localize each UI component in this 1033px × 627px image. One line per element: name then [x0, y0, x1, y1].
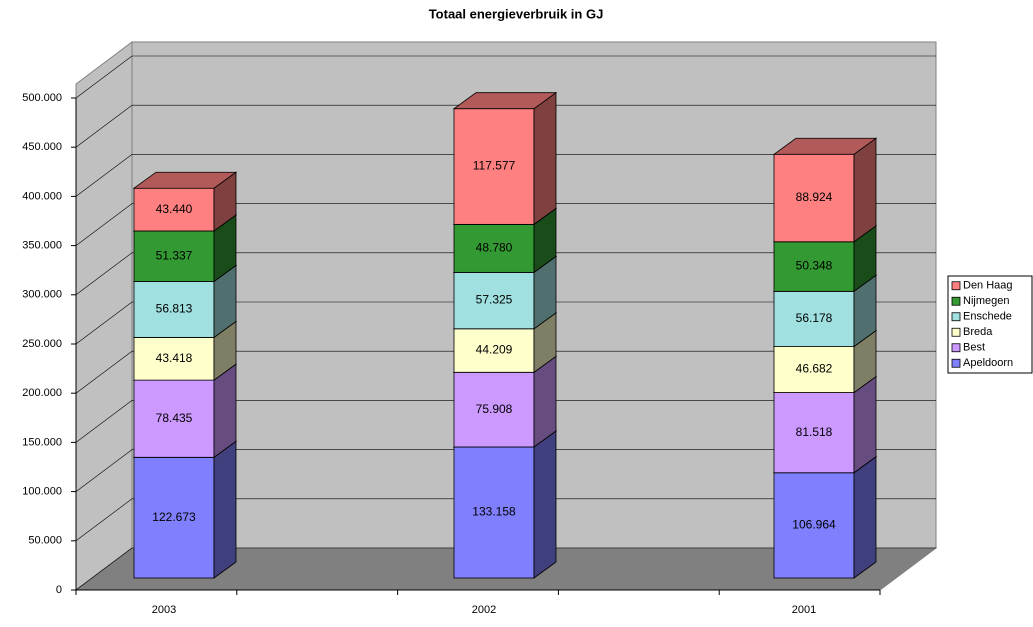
value-label: 122.673: [152, 510, 196, 524]
grid-line: [75, 252, 133, 296]
y-tick-label: 350.000: [22, 240, 62, 252]
value-label: 43.418: [156, 351, 193, 365]
legend-swatch: [951, 296, 961, 306]
x-tick-label: 2001: [792, 604, 816, 616]
grid-line: [75, 154, 133, 197]
value-label: 56.178: [796, 311, 833, 325]
bar-segment: [133, 281, 215, 338]
value-label: 88.924: [796, 190, 833, 204]
legend-swatch: [951, 343, 961, 353]
bar-segment: [453, 108, 535, 225]
legend-swatch: [951, 312, 961, 322]
value-label: 57.325: [476, 293, 513, 307]
x-tick-label: 2002: [472, 604, 496, 616]
bar-segment: [453, 446, 535, 579]
value-label: 106.964: [792, 518, 836, 532]
bar-top: [132, 171, 238, 189]
y-tick-label: 50.000: [28, 535, 62, 547]
legend-label: Breda: [963, 326, 993, 338]
bar-segment: [133, 379, 215, 458]
grid-line: [75, 203, 133, 246]
y-tick-label: 0: [56, 584, 62, 596]
bar-top: [452, 92, 558, 110]
grid-line: [75, 498, 133, 542]
legend-swatch: [951, 281, 961, 291]
y-tick-label: 450.000: [22, 141, 62, 153]
value-label: 56.813: [156, 302, 193, 316]
grid-line: [75, 400, 133, 443]
grid-line: [75, 55, 133, 99]
legend-box: [947, 275, 1033, 374]
legend-label: Apeldoorn: [963, 357, 1013, 369]
bar-segment: [773, 290, 855, 347]
bar-side: [853, 455, 877, 579]
grid-line: [75, 104, 133, 148]
value-label: 48.780: [476, 241, 513, 255]
bar-side: [853, 375, 877, 474]
y-tick-label: 150.000: [22, 436, 62, 448]
x-tick-label: 2003: [152, 604, 176, 616]
y-tick-label: 250.000: [22, 338, 62, 350]
bar-segment: [773, 241, 855, 292]
bar-side: [213, 440, 237, 579]
value-label: 50.348: [796, 259, 833, 273]
grid-line: [75, 449, 133, 492]
y-tick-label: 500.000: [22, 92, 62, 104]
y-tick-label: 200.000: [22, 387, 62, 399]
grid-line: [75, 547, 133, 591]
value-label: 44.209: [476, 343, 513, 357]
bar-segment: [133, 456, 215, 579]
legend-label: Den Haag: [963, 280, 1013, 292]
legend-swatch: [951, 327, 961, 337]
value-label: 78.435: [156, 411, 193, 425]
bar-segment: [773, 392, 855, 474]
value-label: 51.337: [156, 248, 193, 262]
legend-label: Nijmegen: [963, 295, 1009, 307]
legend-label: Enschede: [963, 311, 1012, 323]
bar-side: [533, 91, 557, 226]
bar-segment: [453, 223, 535, 273]
bar-segment: [773, 346, 855, 393]
bar-side: [533, 430, 557, 579]
value-label: 133.158: [472, 505, 516, 519]
y-tick-label: 300.000: [22, 289, 62, 301]
bar-top: [772, 137, 878, 155]
y-tick-label: 400.000: [22, 190, 62, 202]
value-label: 75.908: [476, 402, 513, 416]
bar-segment: [773, 153, 855, 243]
value-label: 43.440: [156, 202, 193, 216]
side-wall: [75, 41, 133, 591]
value-label: 117.577: [473, 159, 516, 173]
bar-segment: [453, 328, 535, 373]
value-label: 81.518: [796, 425, 833, 439]
bar-side: [853, 137, 877, 243]
grid-line: [75, 301, 133, 345]
bar-segment: [773, 472, 855, 579]
legend-label: Best: [963, 342, 985, 354]
bar-segment: [133, 336, 215, 381]
bar-segment: [453, 371, 535, 448]
value-label: 46.682: [796, 362, 833, 376]
bar-segment: [133, 230, 215, 282]
legend-swatch: [951, 358, 961, 368]
grid-line: [75, 350, 133, 394]
chart-title: Totaal energieverbruik in GJ: [429, 6, 604, 21]
y-tick-label: 100.000: [22, 486, 62, 498]
